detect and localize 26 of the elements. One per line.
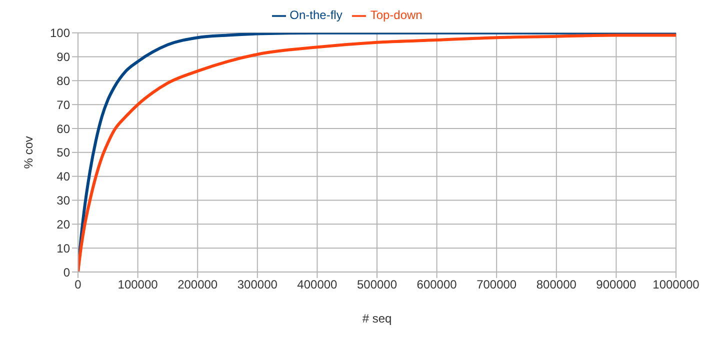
- x-tick-label: 700000: [476, 278, 517, 292]
- x-tick-label: 600000: [416, 278, 458, 292]
- y-tick-label: 20: [56, 217, 70, 232]
- y-tick-label: 10: [56, 241, 70, 256]
- y-tick-label: 0: [63, 265, 70, 280]
- legend-label: On-the-fly: [290, 8, 342, 22]
- y-tick-label: 40: [56, 170, 70, 184]
- x-axis-title: # seq: [362, 312, 392, 326]
- legend-label: Top-down: [370, 8, 422, 22]
- y-axis-title: % cov: [21, 136, 36, 169]
- y-tick-label: 60: [56, 122, 70, 136]
- y-tick-label: 90: [56, 50, 70, 64]
- y-tick-label: 80: [56, 74, 70, 88]
- x-tick-label: 400000: [297, 278, 338, 292]
- x-tick-label: 900000: [596, 278, 637, 292]
- x-tick-label: 500000: [356, 278, 398, 292]
- y-tick-label: 50: [56, 146, 70, 160]
- x-tick-label: 0: [74, 278, 82, 292]
- y-tick-label: 70: [56, 98, 70, 112]
- x-tick-label: 200000: [178, 278, 218, 292]
- y-tick-label: 30: [56, 194, 70, 208]
- x-tick-label: 300000: [237, 278, 278, 292]
- y-tick-label: 100: [50, 26, 70, 40]
- x-tick-label: 1000000: [652, 278, 700, 292]
- x-tick-label: 800000: [536, 278, 577, 292]
- x-tick-label: 100000: [118, 278, 158, 292]
